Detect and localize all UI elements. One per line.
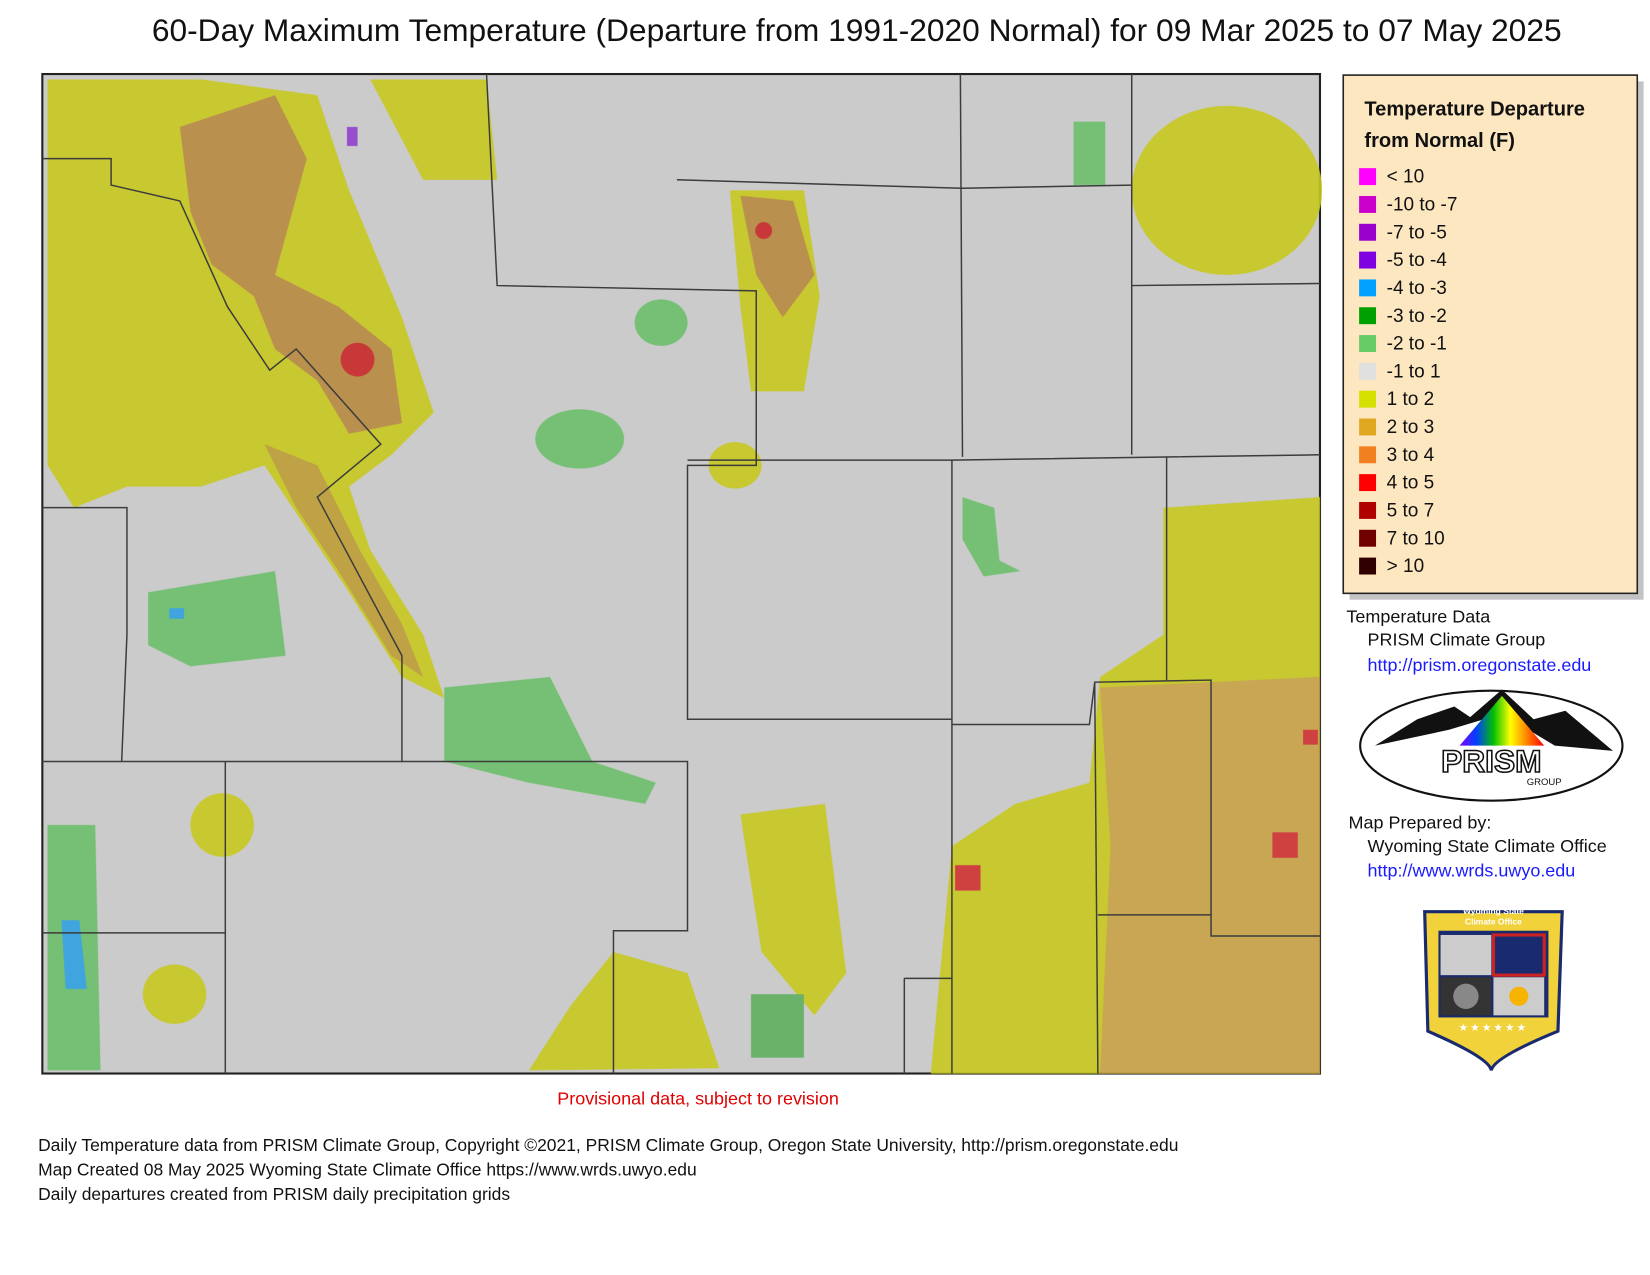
wsco-badge-text: Wyoming State: [1463, 906, 1524, 916]
legend-swatch: [1359, 557, 1377, 575]
legend-swatch: [1359, 335, 1377, 352]
legend-swatch: [1359, 446, 1377, 464]
legend-label: 4 to 5: [1387, 473, 1435, 494]
wsco-badge: Wyoming State Climate Office ★★★★★★: [1423, 906, 1564, 1071]
legend-label: -4 to -3: [1387, 278, 1447, 299]
credit-url: http://prism.oregonstate.edu: [1368, 655, 1592, 675]
legend-label: -10 to -7: [1387, 195, 1458, 216]
legend-label: 3 to 4: [1387, 445, 1435, 466]
legend-swatch: [1359, 168, 1377, 186]
footer: Daily Temperature data from PRISM Climat…: [38, 1135, 1178, 1204]
footer-line: Daily departures created from PRISM dail…: [38, 1184, 510, 1204]
legend-title: Temperature Departure: [1364, 98, 1585, 120]
legend-label: 5 to 7: [1387, 501, 1435, 522]
legend-swatch: [1359, 474, 1377, 492]
county-lines: [42, 73, 1320, 1074]
legend-swatch: [1359, 195, 1377, 213]
legend-swatch: [1359, 307, 1377, 325]
legend-label: < 10: [1387, 167, 1425, 188]
credit-source: PRISM Climate Group: [1368, 630, 1546, 650]
legend-label: 7 to 10: [1387, 528, 1445, 549]
svg-text:★★★★★★: ★★★★★★: [1459, 1022, 1529, 1034]
credit-source: Wyoming State Climate Office: [1368, 836, 1607, 856]
legend-swatch: [1359, 279, 1377, 297]
credit-heading: Map Prepared by:: [1349, 813, 1492, 833]
legend-label: -2 to -1: [1387, 334, 1447, 355]
legend-swatch: [1359, 501, 1377, 519]
map-area: [41, 72, 1323, 1075]
legend-label: > 10: [1387, 556, 1425, 577]
wsco-badge-text: Climate Office: [1465, 917, 1522, 927]
footer-line: Daily Temperature data from PRISM Climat…: [38, 1135, 1178, 1155]
legend: Temperature Departure from Normal (F) < …: [1342, 74, 1644, 600]
provisional-note: Provisional data, subject to revision: [557, 1089, 839, 1109]
legend-swatch: [1359, 362, 1377, 380]
credit-heading: Temperature Data: [1346, 606, 1490, 626]
legend-label: -7 to -5: [1387, 222, 1447, 243]
legend-label: -3 to -2: [1387, 306, 1447, 327]
legend-label: -1 to 1: [1387, 361, 1441, 382]
credit-url: http://www.wrds.uwyo.edu: [1368, 860, 1576, 880]
prism-logo-sub: GROUP: [1527, 777, 1562, 788]
prism-logo: PRISM GROUP: [1359, 689, 1624, 802]
legend-swatch: [1359, 390, 1377, 408]
prism-logo-name: PRISM: [1441, 743, 1541, 779]
legend-swatch: [1359, 529, 1377, 547]
legend-title: from Normal (F): [1364, 130, 1515, 152]
legend-swatch: [1359, 418, 1377, 436]
footer-line: Map Created 08 May 2025 Wyoming State Cl…: [38, 1159, 697, 1179]
legend-swatch: [1359, 223, 1377, 241]
legend-label: -5 to -4: [1387, 250, 1448, 271]
map-title: 60-Day Maximum Temperature (Departure fr…: [152, 12, 1562, 48]
legend-swatch: [1359, 251, 1377, 269]
legend-label: 1 to 2: [1387, 389, 1435, 410]
credits: Temperature Data PRISM Climate Group htt…: [1346, 606, 1606, 880]
legend-label: 2 to 3: [1387, 417, 1435, 438]
